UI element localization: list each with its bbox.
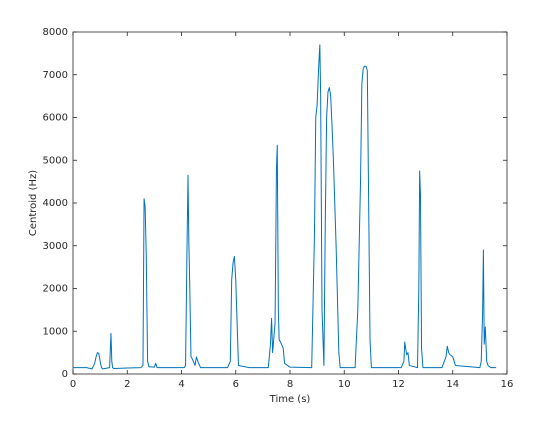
x-axis-label: Time (s) (269, 394, 311, 405)
y-tick-label: 8000 (43, 27, 68, 38)
y-axis-label: Centroid (Hz) (28, 170, 39, 236)
x-tick-label: 2 (124, 379, 130, 390)
x-tick-label: 14 (446, 379, 459, 390)
x-tick-label: 8 (287, 379, 293, 390)
x-tick-label: 16 (501, 379, 514, 390)
y-tick-label: 1000 (43, 326, 68, 337)
y-tick-label: 7000 (43, 70, 68, 81)
x-tick-label: 10 (338, 379, 351, 390)
x-tick-label: 6 (233, 379, 239, 390)
y-tick-label: 3000 (43, 241, 68, 252)
y-tick-label: 4000 (43, 198, 68, 209)
y-tick-label: 2000 (43, 284, 68, 295)
data-line (73, 44, 497, 370)
y-tick-label: 6000 (43, 113, 68, 124)
plot-box (72, 31, 508, 375)
x-tick-label: 4 (178, 379, 184, 390)
x-tick-label: 12 (392, 379, 405, 390)
y-tick-label: 5000 (43, 155, 68, 166)
x-tick-label: 0 (70, 379, 76, 390)
y-tick-label: 0 (62, 369, 68, 380)
